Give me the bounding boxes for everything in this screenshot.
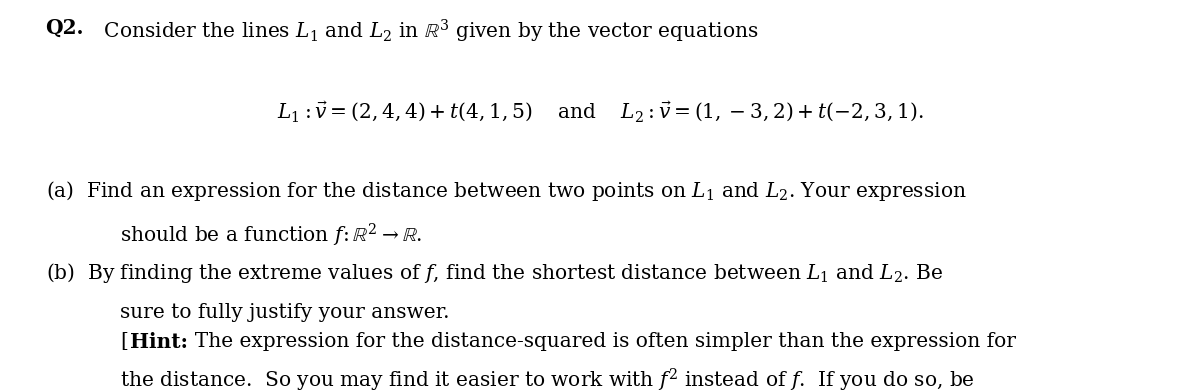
Text: (b)  By finding the extreme values of $f$, find the shortest distance between $L: (b) By finding the extreme values of $f$… [46, 261, 943, 285]
Text: The expression for the distance-squared is often simpler than the expression for: The expression for the distance-squared … [182, 332, 1016, 351]
Text: $L_1 : \vec{v} = (2, 4, 4) + t(4, 1, 5)\quad$ and $\quad L_2 : \vec{v} = (1, -3,: $L_1 : \vec{v} = (2, 4, 4) + t(4, 1, 5)\… [277, 99, 923, 124]
Text: (a)  Find an expression for the distance between two points on $L_1$ and $L_2$. : (a) Find an expression for the distance … [46, 179, 966, 204]
Text: [: [ [120, 332, 128, 351]
Text: sure to fully justify your answer.: sure to fully justify your answer. [120, 303, 450, 323]
Text: should be a function $f\!: \mathbb{R}^2 \rightarrow \mathbb{R}$.: should be a function $f\!: \mathbb{R}^2 … [120, 222, 422, 249]
Text: Q2.: Q2. [46, 18, 84, 37]
Text: Hint:: Hint: [130, 332, 187, 352]
Text: Consider the lines $L_1$ and $L_2$ in $\mathbb{R}^3$ given by the vector equatio: Consider the lines $L_1$ and $L_2$ in $\… [91, 18, 758, 45]
Text: the distance.  So you may find it easier to work with $f^2$ instead of $f$.  If : the distance. So you may find it easier … [120, 367, 974, 390]
